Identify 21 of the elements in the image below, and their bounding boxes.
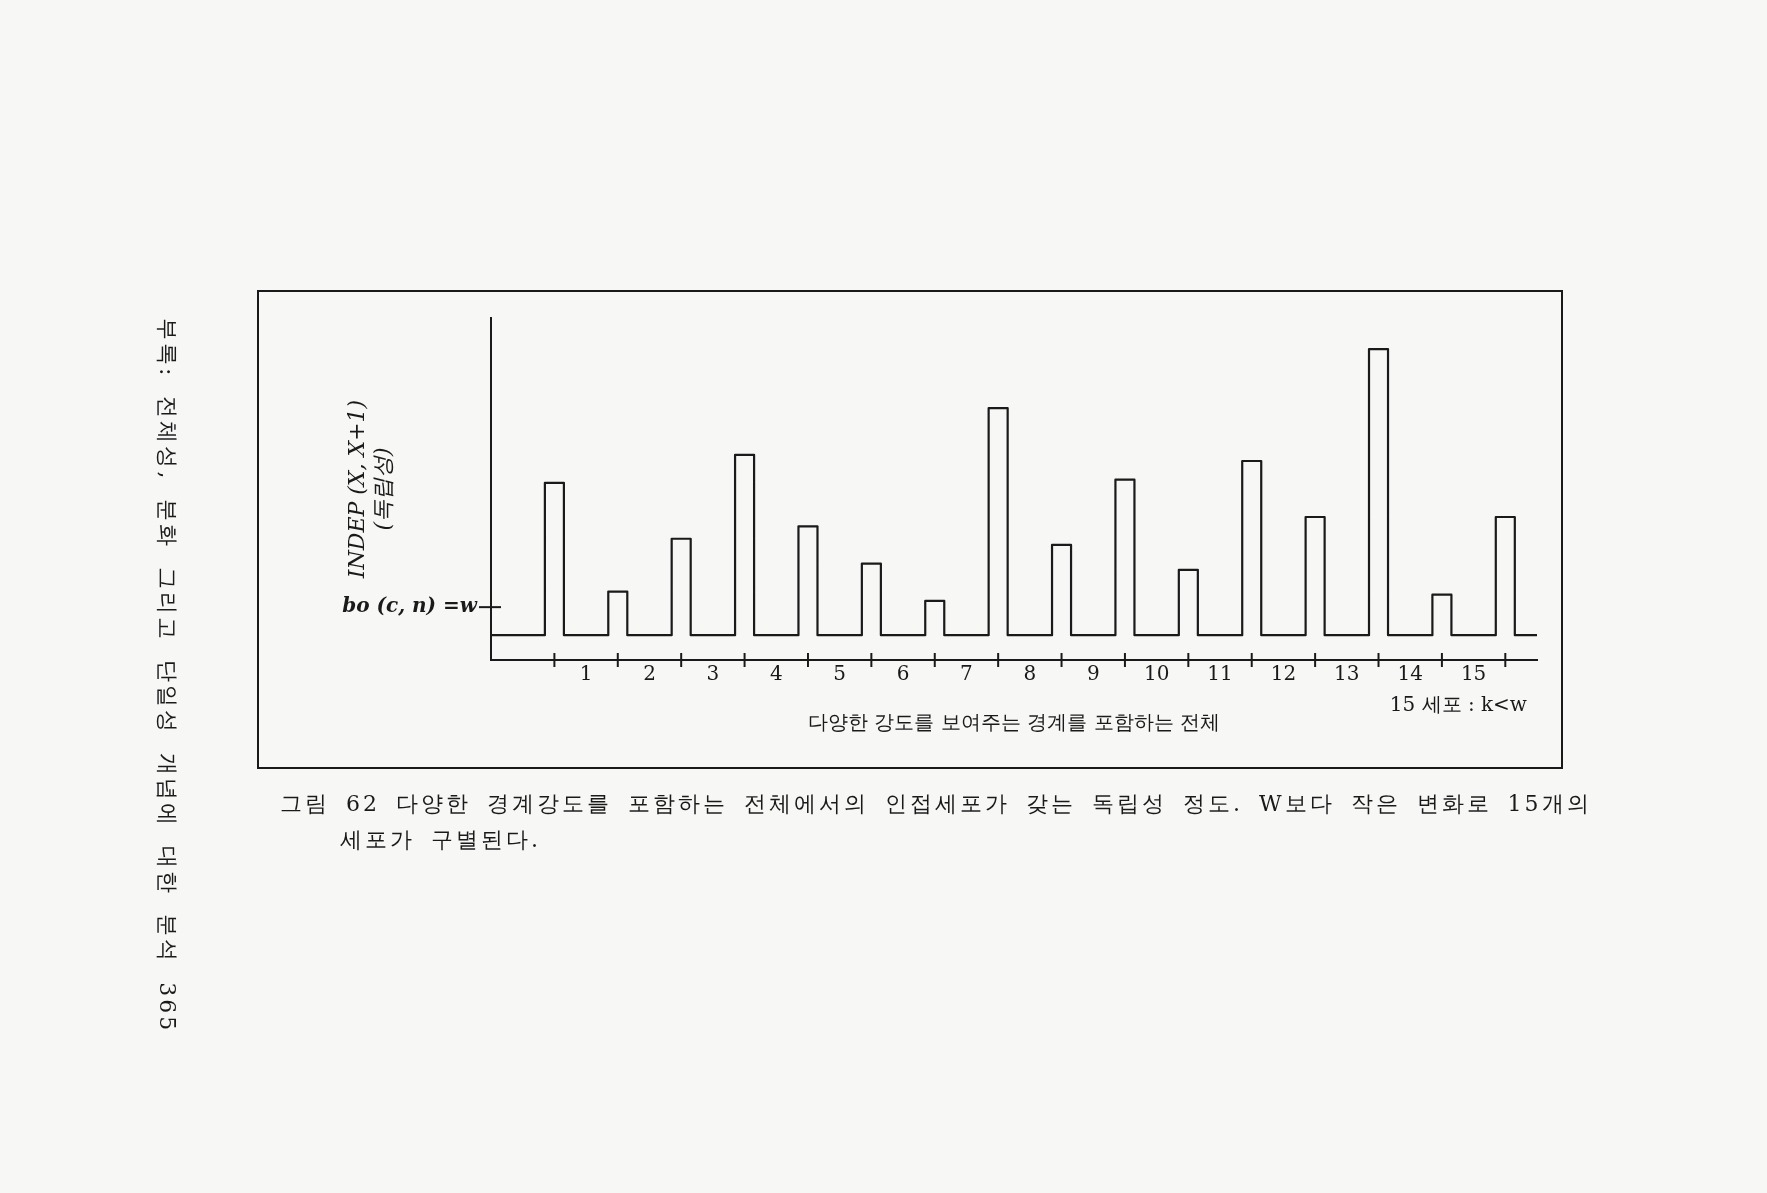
x-tick-label: 10 (1143, 661, 1170, 686)
x-tick-label: 9 (1086, 661, 1100, 686)
x-tick-label: 14 (1397, 661, 1423, 686)
x-tick-label: 4 (769, 661, 783, 686)
x-axis-title: 다양한 강도를 보여주는 경계를 포함하는 전체 (808, 710, 1220, 735)
caption: 그림 62 다양한 경계강도를 포함하는 전체에서의 인접세포가 갖는 독립성 정도. W보다 작은 변화로 15개의 세포가 구별된다. (280, 790, 1593, 854)
x-tick-label: 11 (1207, 661, 1233, 686)
x-tick-label: 2 (643, 661, 656, 686)
x-tick-label: 1 (579, 661, 593, 686)
text: 15 세포 : k<w (1389, 692, 1527, 717)
ref-line-label: bo (c, n) =w (342, 593, 478, 618)
x-tick-label: 3 (706, 661, 720, 686)
x-tick-label: 12 (1270, 661, 1297, 686)
x-tick-label: 15 (1460, 661, 1487, 686)
x-tick-label: 5 (833, 661, 847, 686)
x-tick-label: 6 (896, 661, 910, 686)
x-tick-label: 7 (960, 661, 973, 686)
y-axis-title: INDEP (X, X+1) (독립성) (343, 399, 396, 580)
text: 부록: 전체성, 분화 그리고 단일성 개념에 대한 분석 365 (154, 318, 181, 1034)
x-tick-label: 8 (1023, 661, 1037, 686)
x-tick-label: 13 (1334, 661, 1360, 686)
